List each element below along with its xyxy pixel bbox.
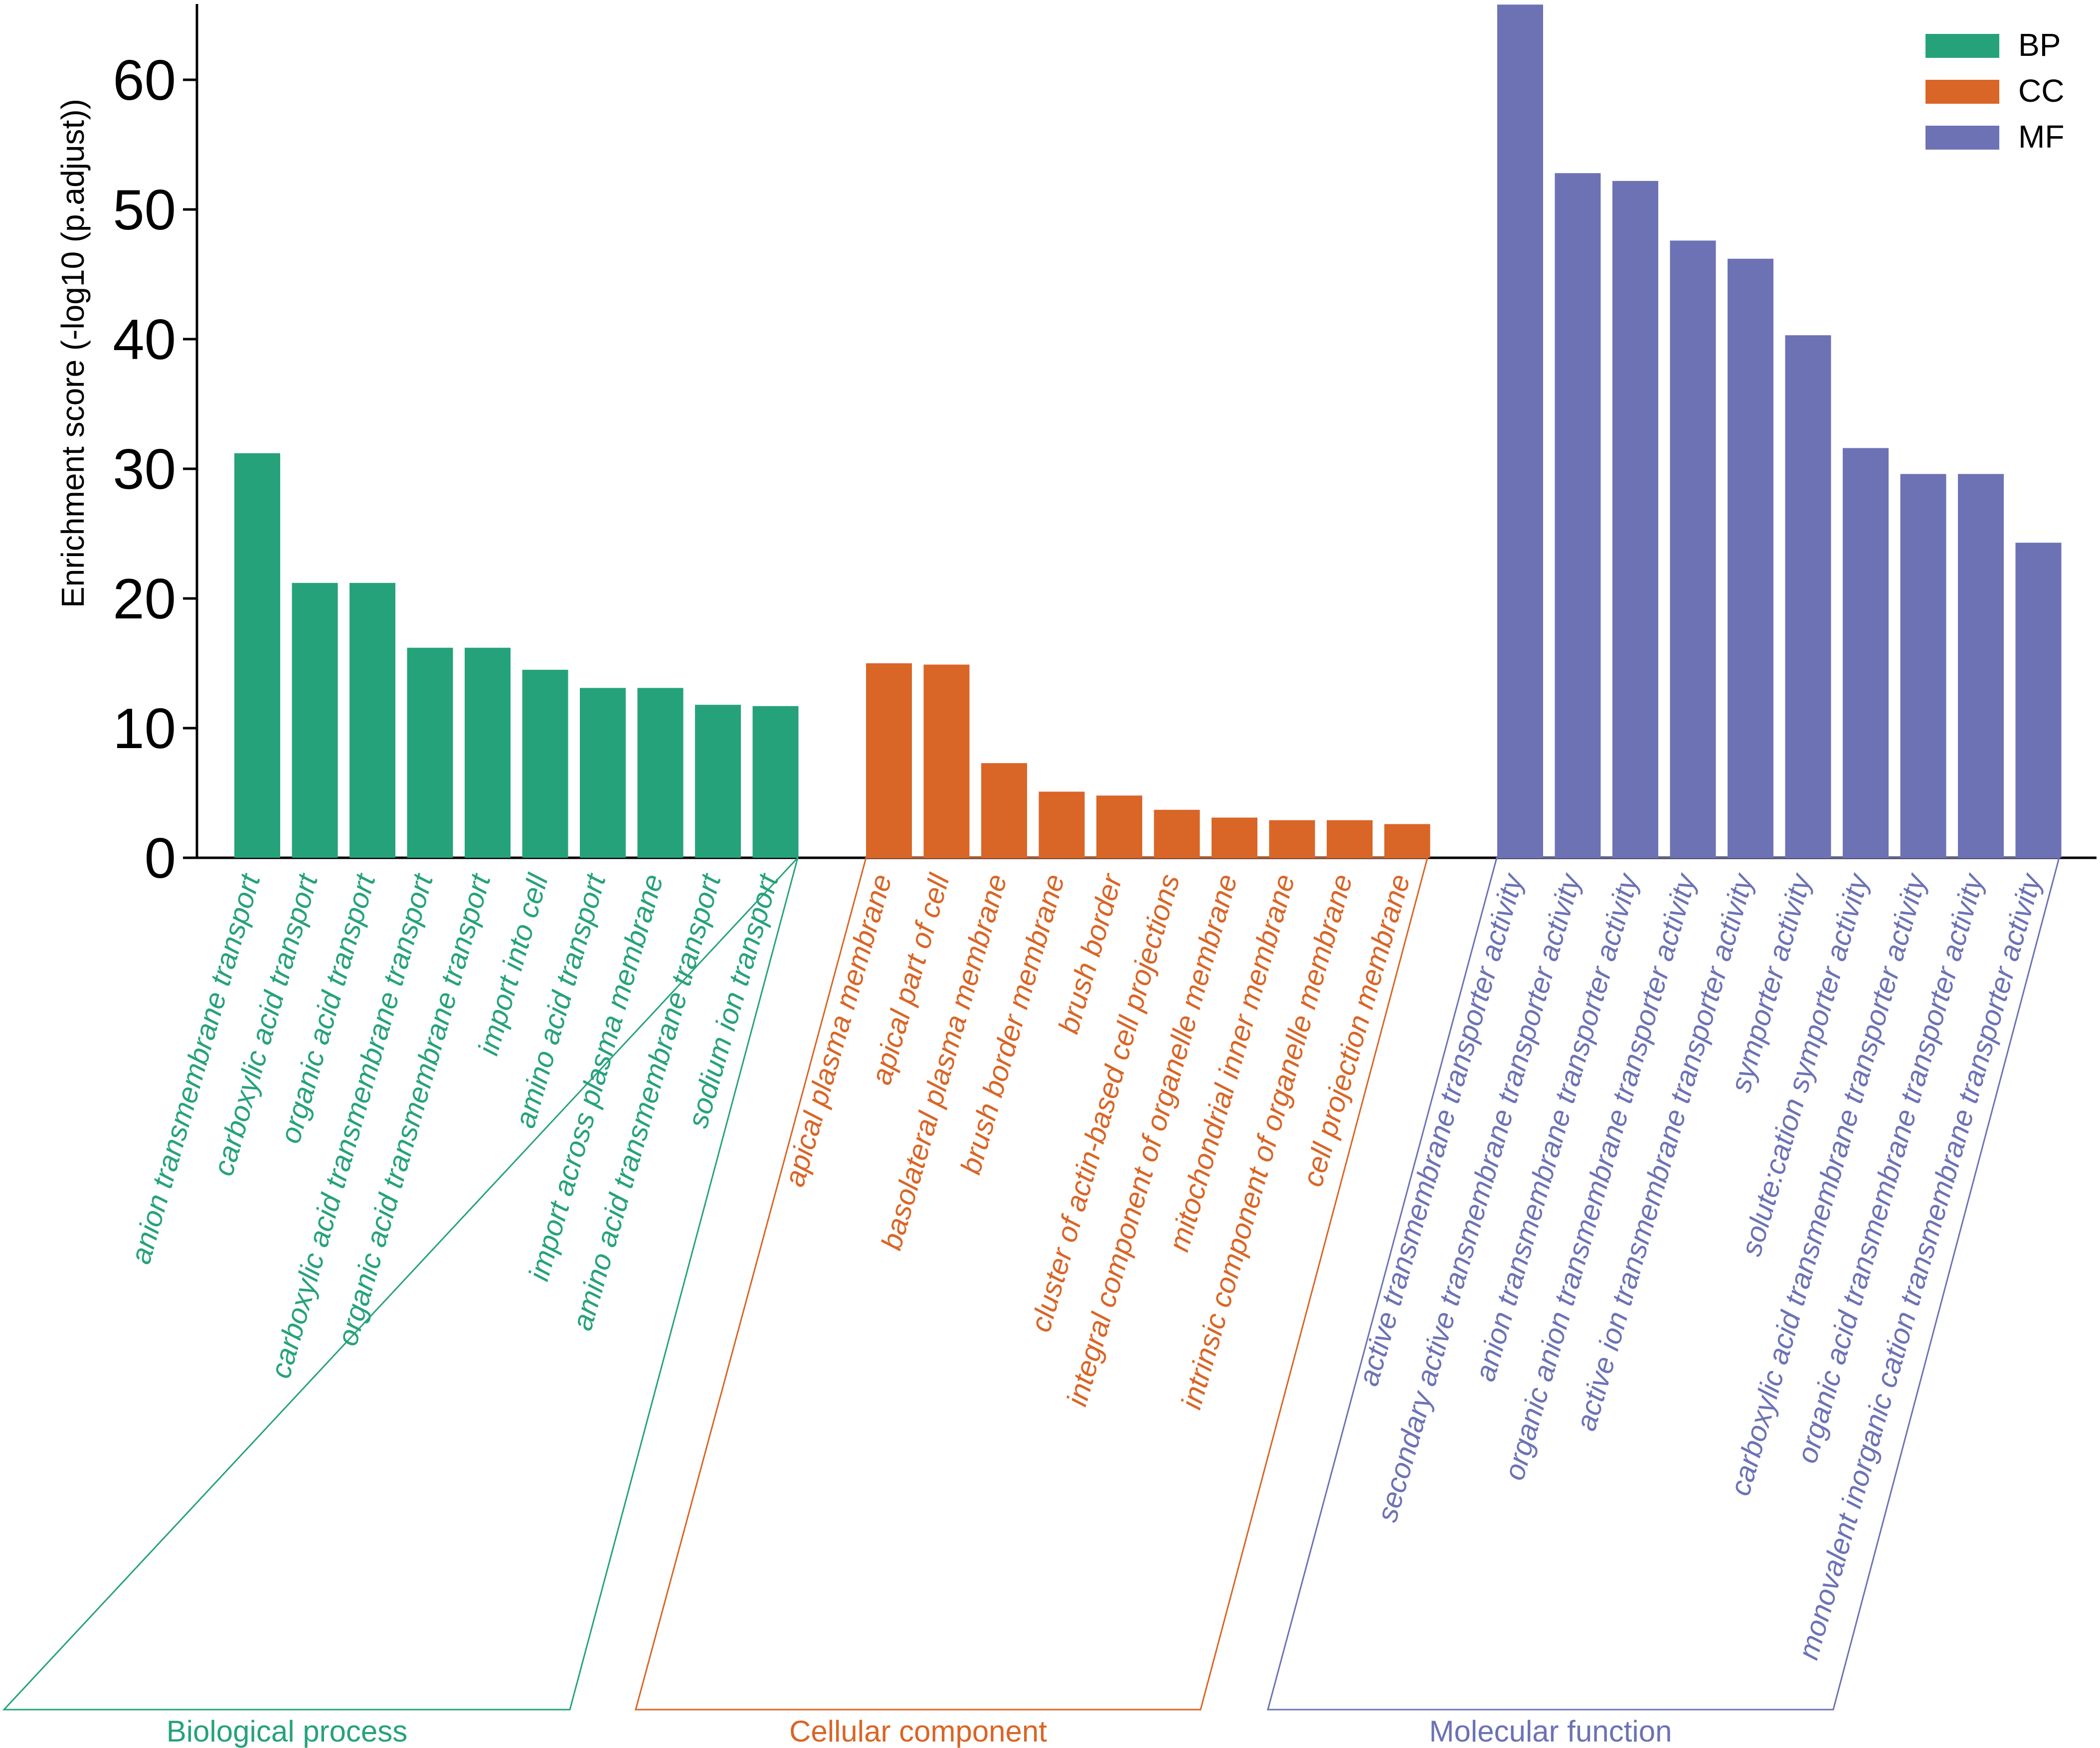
bar-cc-2: [923, 664, 970, 858]
bar-bp-3: [350, 583, 395, 858]
bar-cc-9: [1327, 820, 1373, 858]
bar-bp-2: [292, 583, 338, 858]
legend-swatch-cc: [1925, 80, 1999, 104]
group-bracket-bp: [2, 857, 799, 1711]
bar-mf-3: [1612, 181, 1658, 858]
legend-label-bp: BP: [2018, 27, 2061, 63]
bar-cc-5: [1096, 795, 1142, 858]
bar-mf-10: [2015, 543, 2062, 858]
bar-bp-4: [407, 647, 453, 858]
bar-mf-1: [1497, 4, 1543, 858]
bar-bp-8: [637, 688, 684, 858]
bar-mf-8: [1900, 474, 1946, 858]
bar-cc-3: [981, 763, 1027, 858]
bar-mf-4: [1670, 240, 1716, 858]
bar-mf-2: [1555, 173, 1601, 858]
y-tick-label: 40: [113, 308, 176, 372]
bar-cc-6: [1154, 809, 1200, 858]
y-tick-label: 30: [113, 438, 176, 501]
bar-mf-6: [1785, 335, 1831, 858]
bar-bp-7: [580, 688, 626, 858]
bar-cc-8: [1269, 820, 1315, 858]
group-label-cc: Cellular component: [789, 1715, 1047, 1748]
bar-mf-7: [1843, 448, 1889, 858]
bar-mf-9: [1958, 474, 2004, 858]
bar-bp-5: [465, 647, 511, 858]
y-tick-label: 20: [113, 568, 176, 631]
group-bracket-cc: [635, 857, 1428, 1711]
group-bracket-mf: [1267, 857, 2060, 1711]
bar-cc-10: [1384, 824, 1430, 858]
y-axis-title: Enrichment score (-log10 (p.adjust)): [55, 99, 91, 608]
y-tick-label: 10: [113, 697, 176, 761]
bar-cc-7: [1212, 817, 1257, 858]
bar-bp-10: [752, 706, 799, 858]
legend-label-mf: MF: [2018, 119, 2064, 155]
bar-bp-6: [522, 670, 568, 858]
bar-bp-9: [695, 705, 741, 858]
y-tick-label: 50: [113, 179, 176, 242]
legend-swatch-bp: [1925, 34, 1999, 58]
group-label-bp: Biological process: [167, 1715, 408, 1748]
legend-label-cc: CC: [2018, 73, 2064, 109]
y-tick-label: 60: [113, 49, 176, 112]
group-label-mf: Molecular function: [1429, 1715, 1672, 1748]
bar-cc-1: [866, 663, 912, 858]
bar-mf-5: [1728, 258, 1773, 858]
bar-bp-1: [234, 453, 280, 858]
legend-swatch-mf: [1925, 126, 1999, 150]
y-tick-label: 0: [145, 827, 176, 890]
bar-cc-4: [1039, 791, 1085, 858]
